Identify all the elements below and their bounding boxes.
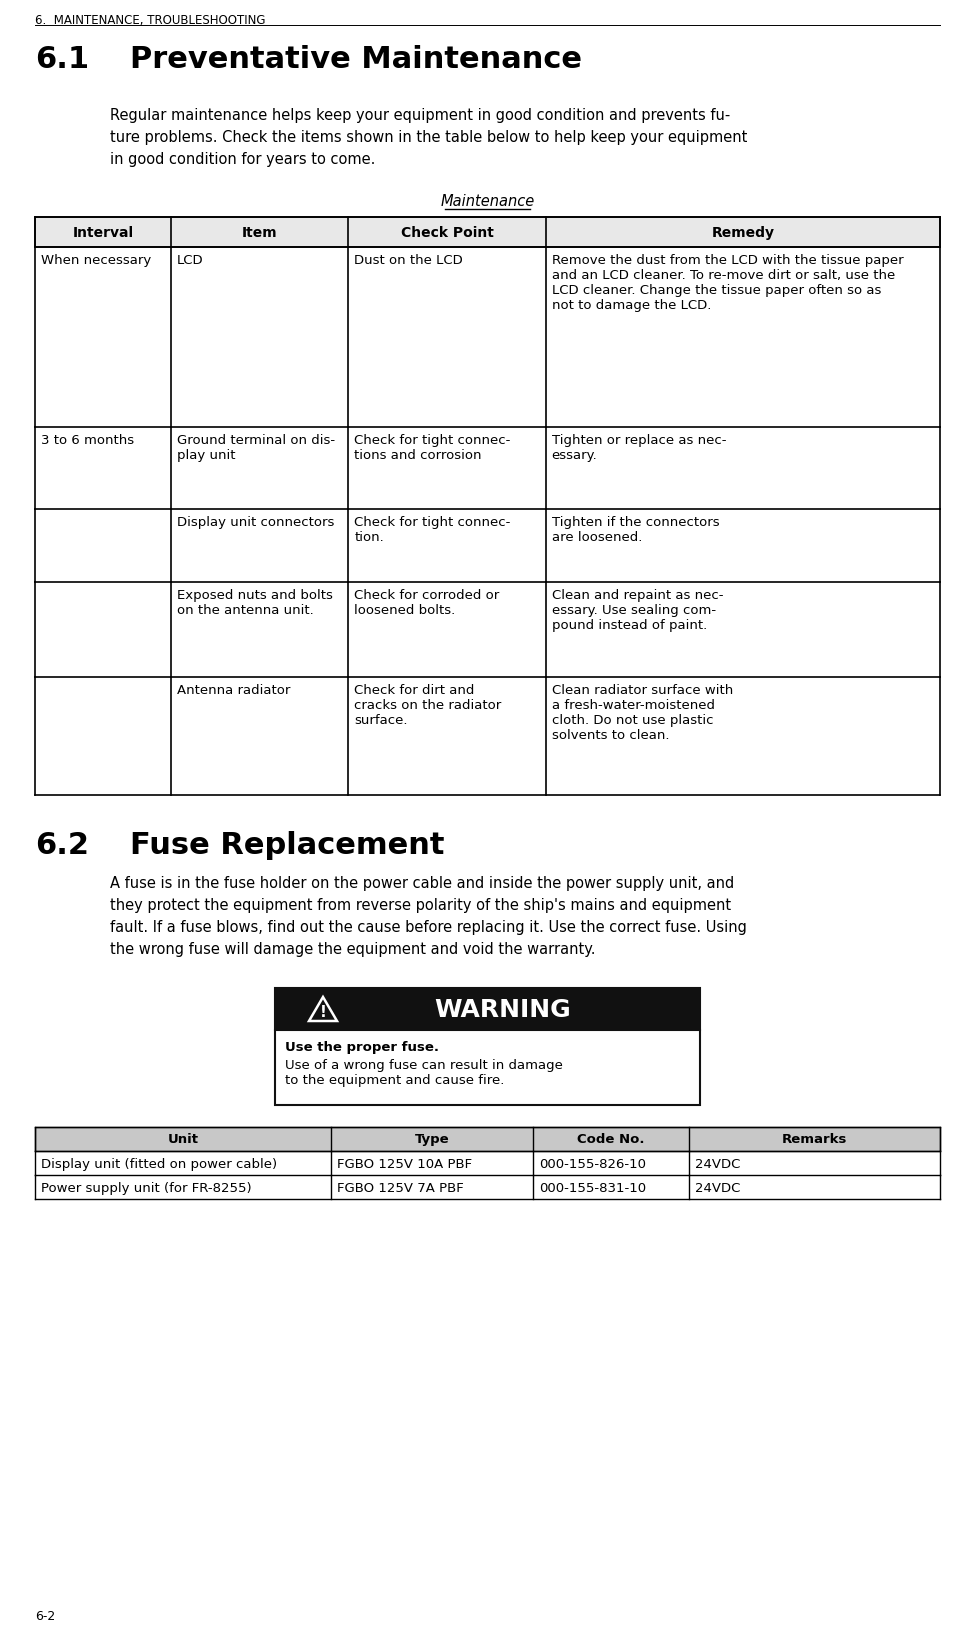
Text: LCD: LCD [177, 254, 204, 267]
Text: Remove the dust from the LCD with the tissue paper
and an LCD cleaner. To re-mov: Remove the dust from the LCD with the ti… [552, 254, 903, 311]
Text: Use the proper fuse.: Use the proper fuse. [285, 1041, 439, 1054]
Text: 6.1: 6.1 [35, 44, 89, 74]
Text: they protect the equipment from reverse polarity of the ship's mains and equipme: they protect the equipment from reverse … [110, 898, 731, 913]
Text: Power supply unit (for FR-8255): Power supply unit (for FR-8255) [41, 1182, 252, 1195]
Text: Unit: Unit [168, 1133, 198, 1146]
Bar [275, 988, 700, 1031]
Text: Dust on the LCD: Dust on the LCD [355, 254, 463, 267]
Text: Check for dirt and
cracks on the radiator
surface.: Check for dirt and cracks on the radiato… [355, 683, 502, 726]
Text: Clean radiator surface with
a fresh-water-moistened
cloth. Do not use plastic
so: Clean radiator surface with a fresh-wate… [552, 683, 733, 741]
Text: 3 to 6 months: 3 to 6 months [41, 434, 135, 447]
Text: Tighten if the connectors
are loosened.: Tighten if the connectors are loosened. [552, 516, 720, 544]
Text: Clean and repaint as nec-
essary. Use sealing com-
pound instead of paint.: Clean and repaint as nec- essary. Use se… [552, 588, 723, 631]
Text: Check for tight connec-
tions and corrosion: Check for tight connec- tions and corros… [355, 434, 511, 462]
Text: Remarks: Remarks [782, 1133, 847, 1146]
Text: Check Point: Check Point [401, 226, 493, 239]
Text: Use of a wrong fuse can result in damage
to the equipment and cause fire.: Use of a wrong fuse can result in damage… [285, 1059, 563, 1087]
Text: !: ! [320, 1005, 327, 1019]
Text: ture problems. Check the items shown in the table below to help keep your equipm: ture problems. Check the items shown in … [110, 129, 748, 144]
Text: Interval: Interval [72, 226, 134, 239]
Text: 6.  MAINTENANCE, TROUBLESHOOTING: 6. MAINTENANCE, TROUBLESHOOTING [35, 15, 265, 26]
Text: Exposed nuts and bolts
on the antenna unit.: Exposed nuts and bolts on the antenna un… [177, 588, 332, 616]
Bar [35, 1128, 940, 1151]
Text: Check for corroded or
loosened bolts.: Check for corroded or loosened bolts. [355, 588, 500, 616]
Text: Antenna radiator: Antenna radiator [177, 683, 291, 697]
Text: A fuse is in the fuse holder on the power cable and inside the power supply unit: A fuse is in the fuse holder on the powe… [110, 875, 734, 890]
Bar [275, 1031, 700, 1105]
Bar [35, 218, 940, 247]
Text: 24VDC: 24VDC [694, 1182, 740, 1195]
Text: 6-2: 6-2 [35, 1609, 56, 1623]
Text: Preventative Maintenance: Preventative Maintenance [130, 44, 582, 74]
Text: FGBO 125V 10A PBF: FGBO 125V 10A PBF [336, 1157, 472, 1170]
Text: 000-155-826-10: 000-155-826-10 [539, 1157, 645, 1170]
Text: Check for tight connec-
tion.: Check for tight connec- tion. [355, 516, 511, 544]
Text: fault. If a fuse blows, find out the cause before replacing it. Use the correct : fault. If a fuse blows, find out the cau… [110, 919, 747, 934]
Text: 000-155-831-10: 000-155-831-10 [539, 1182, 646, 1195]
Text: 6.2: 6.2 [35, 831, 89, 859]
Text: Maintenance: Maintenance [441, 193, 534, 208]
Text: Regular maintenance helps keep your equipment in good condition and prevents fu-: Regular maintenance helps keep your equi… [110, 108, 730, 123]
Text: Ground terminal on dis-
play unit: Ground terminal on dis- play unit [177, 434, 335, 462]
Text: Code No.: Code No. [577, 1133, 644, 1146]
Text: Fuse Replacement: Fuse Replacement [130, 831, 445, 859]
Text: the wrong fuse will damage the equipment and void the warranty.: the wrong fuse will damage the equipment… [110, 941, 596, 957]
Text: WARNING: WARNING [434, 998, 571, 1021]
Text: Display unit connectors: Display unit connectors [177, 516, 334, 529]
Text: When necessary: When necessary [41, 254, 151, 267]
Text: FGBO 125V 7A PBF: FGBO 125V 7A PBF [336, 1182, 463, 1195]
Text: Remedy: Remedy [712, 226, 774, 239]
Text: Item: Item [242, 226, 278, 239]
Text: 24VDC: 24VDC [694, 1157, 740, 1170]
Text: Display unit (fitted on power cable): Display unit (fitted on power cable) [41, 1157, 277, 1170]
Text: Type: Type [414, 1133, 449, 1146]
Text: Tighten or replace as nec-
essary.: Tighten or replace as nec- essary. [552, 434, 726, 462]
Text: in good condition for years to come.: in good condition for years to come. [110, 152, 375, 167]
